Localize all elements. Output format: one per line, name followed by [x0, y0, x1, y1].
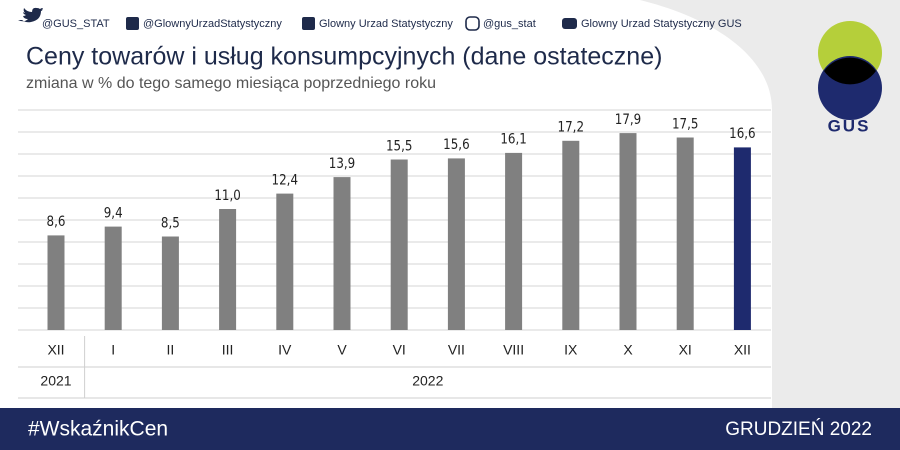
bar: [562, 140, 580, 330]
bar: [733, 147, 751, 330]
value-label: 17,5: [672, 116, 698, 132]
value-label: 16,6: [729, 126, 755, 142]
x-group-label: 2022: [412, 373, 443, 389]
social-handle[interactable]: Glowny Urzad Statystyczny: [319, 18, 453, 30]
social-handle[interactable]: Glowny Urzad Statystyczny GUS: [581, 18, 742, 30]
social-bar: @GUS_STAT @GlownyUrzadStatystyczny Glown…: [18, 7, 742, 31]
value-label: 13,9: [329, 156, 355, 172]
bar: [47, 235, 65, 330]
bar: [676, 137, 694, 330]
bar: [276, 193, 294, 330]
x-tick-label: II: [167, 342, 175, 358]
logo-overlap: [824, 57, 876, 85]
x-group-label: 2021: [40, 373, 71, 389]
bar: [333, 177, 351, 330]
value-label: 17,9: [615, 112, 641, 128]
value-label: 8,6: [47, 214, 66, 230]
bar: [619, 133, 637, 330]
x-tick-label: IV: [278, 342, 292, 358]
x-tick-label: III: [222, 342, 234, 358]
chart-subtitle: zmiana w % do tego samego miesiąca poprz…: [26, 75, 436, 92]
x-tick-label: XI: [679, 342, 692, 358]
bar: [447, 158, 465, 330]
social-handle[interactable]: @gus_stat: [483, 18, 536, 30]
value-label: 15,5: [386, 138, 412, 154]
instagram-icon: [465, 16, 480, 31]
footer-band: [0, 408, 900, 450]
bar: [390, 159, 408, 330]
bar: [104, 226, 122, 330]
x-tick-label: VII: [448, 342, 465, 358]
linkedin-icon: [302, 17, 315, 30]
x-tick-label: IX: [564, 342, 578, 358]
x-tick-label: X: [623, 342, 633, 358]
value-label: 16,1: [500, 132, 526, 148]
value-label: 12,4: [272, 173, 298, 189]
bar: [505, 152, 523, 330]
x-tick-label: VIII: [503, 342, 524, 358]
x-tick-label: XII: [47, 342, 64, 358]
value-label: 8,5: [161, 215, 180, 231]
value-label: 11,0: [214, 188, 240, 204]
twitter-icon: [18, 7, 43, 23]
logo-text: GUS: [828, 116, 871, 135]
bar: [161, 236, 179, 330]
x-tick-label: I: [111, 342, 115, 358]
social-handle[interactable]: @GUS_STAT: [42, 18, 110, 30]
footer-period: GRUDZIEŃ 2022: [725, 419, 872, 440]
facebook-icon: [126, 17, 139, 30]
value-label: 9,4: [104, 206, 123, 222]
value-label: 17,2: [558, 120, 584, 136]
value-label: 15,6: [443, 137, 469, 153]
chart-title: Ceny towarów i usług konsumpcyjnych (dan…: [26, 43, 662, 71]
footer-hashtag: #WskaźnikCen: [28, 418, 168, 441]
x-tick-label: V: [337, 342, 347, 358]
x-tick-label: VI: [393, 342, 406, 358]
bar: [219, 209, 237, 330]
logo: GUS: [818, 21, 882, 135]
x-tick-label: XII: [734, 342, 751, 358]
youtube-icon: [562, 18, 577, 29]
social-handle[interactable]: @GlownyUrzadStatystyczny: [143, 18, 282, 30]
plot: XII 8,6 I 9,4 II 8,5 III 11,0 IV 12,4 V 13,9 VI 15,5 V…: [18, 109, 771, 399]
